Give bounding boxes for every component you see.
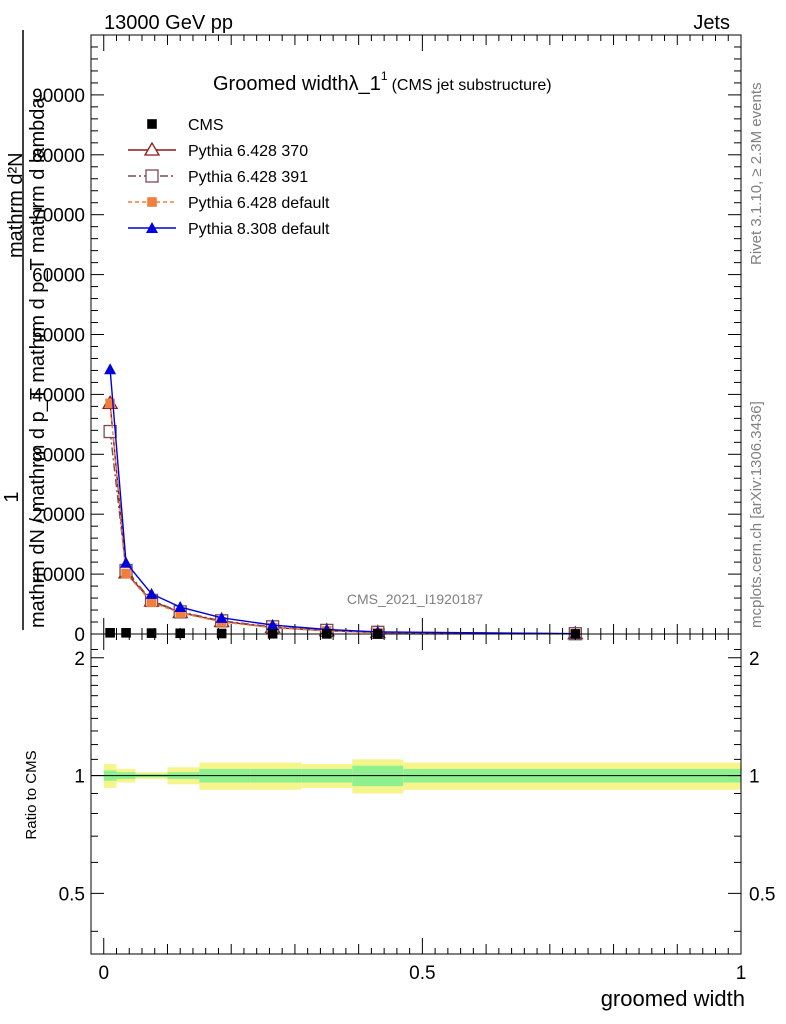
series-pythia-8-308-default xyxy=(104,363,582,639)
data-point xyxy=(175,628,186,639)
data-point xyxy=(146,597,157,608)
main-ytick-label: 10000 xyxy=(32,565,85,586)
title-lambda: λ_1 xyxy=(349,73,381,95)
ratio-bands xyxy=(103,759,741,794)
title-sup: 1 xyxy=(381,69,388,83)
header-right: Jets xyxy=(693,12,730,34)
data-point xyxy=(121,628,131,638)
legend-marker xyxy=(147,119,157,129)
legend-entry: Pythia 8.308 default xyxy=(128,221,330,238)
ratio-ytick-label-right: 1 xyxy=(749,767,760,788)
title-sub: (CMS jet substructure) xyxy=(392,77,552,94)
rivet-label: Rivet 3.1.10, ≥ 2.3M events xyxy=(748,83,765,266)
series-pythia-6-428-391 xyxy=(103,424,582,641)
data-point xyxy=(266,619,279,631)
main-ytick-label: 40000 xyxy=(32,385,85,406)
main-ytick-label: 80000 xyxy=(32,146,85,167)
ratio-ytick-labels: 0.5 0.5 1 1 2 2 xyxy=(59,649,776,906)
plot-title: Groomed widthλ_11 (CMS jet substructure) xyxy=(213,69,552,95)
legend-entry: CMS xyxy=(147,117,224,134)
series-line xyxy=(109,403,576,635)
series-line xyxy=(109,369,576,635)
series-pythia-6-428-default xyxy=(105,398,581,639)
legend-label: Pythia 6.428 370 xyxy=(188,143,308,160)
series-line xyxy=(109,403,576,635)
ylabel-line1: mathrm d²N xyxy=(5,152,27,258)
legend: CMS Pythia 6.428 370 Pythia 6.428 391 Pythi… xyxy=(128,117,330,238)
data-point xyxy=(215,611,228,623)
xtick-label: 1 xyxy=(736,963,747,984)
main-series xyxy=(101,363,584,641)
legend-entry: Pythia 6.428 default xyxy=(128,195,330,212)
xtick-labels: 0 0.5 1 xyxy=(98,963,746,984)
legend-label: CMS xyxy=(188,117,224,134)
ratio-ytick-label: 1 xyxy=(74,767,85,788)
data-point xyxy=(104,363,117,375)
x-axis-label: groomed width xyxy=(601,986,745,1011)
main-ytick-label: 60000 xyxy=(32,266,85,287)
data-point xyxy=(105,398,115,409)
main-ylabel: 1 mathrm d²N mathrm dN / mathrm d p_T ma… xyxy=(1,30,49,630)
ratio-ytick-label: 0.5 xyxy=(59,884,85,905)
main-ytick-label: 90000 xyxy=(32,86,85,107)
analysis-id: CMS_2021_I1920187 xyxy=(347,591,483,607)
data-point xyxy=(174,601,187,613)
ratio-ytick-label-right: 2 xyxy=(749,649,760,670)
legend-marker xyxy=(143,141,161,156)
legend-label: Pythia 6.428 default xyxy=(188,195,330,212)
legend-label: Pythia 6.428 391 xyxy=(188,169,308,186)
data-point xyxy=(120,556,133,568)
mcplots-label: mcplots.cern.ch [arXiv:1306.3436] xyxy=(748,401,765,628)
ratio-axis-ticks xyxy=(91,634,742,954)
series-pythia-6-428-370 xyxy=(101,395,584,640)
legend-entry: Pythia 6.428 370 xyxy=(128,141,308,160)
legend-label: Pythia 8.308 default xyxy=(188,221,330,238)
data-point xyxy=(121,568,131,579)
data-point xyxy=(105,628,115,638)
ratio-ytick-label: 2 xyxy=(74,649,85,670)
ratio-ytick-label-right: 0.5 xyxy=(749,884,775,905)
main-ytick-label: 70000 xyxy=(32,206,85,227)
main-ytick-label: 50000 xyxy=(32,326,85,347)
legend-marker xyxy=(145,169,159,183)
title-main: Groomed width xyxy=(213,73,349,95)
main-ytick-labels: 0 10000 20000 30000 40000 50000 60000 70000 8000… xyxy=(32,86,85,646)
ratio-ylabel: Ratio to CMS xyxy=(23,750,40,839)
main-ytick-label: 0 xyxy=(74,625,85,646)
main-axis-ticks xyxy=(91,34,742,635)
legend-marker xyxy=(147,197,157,207)
main-ytick-label: 20000 xyxy=(32,505,85,526)
data-point xyxy=(145,587,158,599)
legend-entry: Pythia 6.428 391 xyxy=(128,169,308,186)
ylabel-line2: mathrm dN / mathrm d p_T mathrm d p_T ma… xyxy=(27,97,49,628)
header-left: 13000 GeV pp xyxy=(104,12,233,34)
xtick-label: 0.5 xyxy=(409,963,435,984)
xtick-label: 0 xyxy=(98,963,109,984)
legend-marker xyxy=(146,222,158,233)
main-ytick-label: 30000 xyxy=(32,445,85,466)
ratio-panel-frame xyxy=(90,633,742,955)
data-point xyxy=(146,628,157,638)
ylabel-numerator: 1 xyxy=(1,491,23,502)
data-point xyxy=(175,608,186,618)
